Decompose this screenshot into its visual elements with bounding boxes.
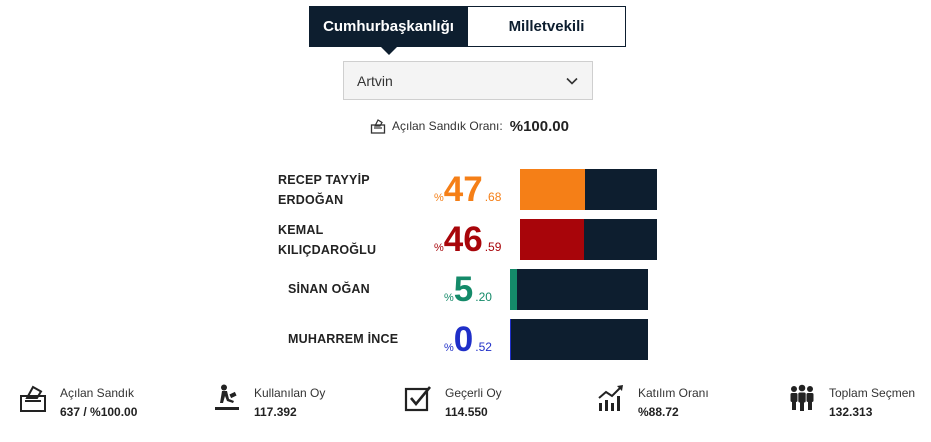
ballot-ratio-value: %100.00 xyxy=(509,117,569,135)
province-select-value: Artvin xyxy=(357,72,393,89)
candidate-row: KEMAL KILIÇDAROĞLU % 46 .59 xyxy=(0,219,931,261)
ballot-ratio-label: Açılan Sandık Oranı: xyxy=(392,119,503,133)
ballot-box-icon xyxy=(20,385,46,412)
tab-parliament[interactable]: Milletvekili xyxy=(467,7,625,46)
people-icon xyxy=(790,384,814,411)
candidate-name: MUHARREM İNCE xyxy=(288,332,399,346)
candidate-bar xyxy=(520,169,657,210)
candidate-bar xyxy=(520,219,657,260)
candidate-row: SİNAN OĞAN % 5 .20 xyxy=(0,269,931,311)
candidate-row: RECEP TAYYİP ERDOĞAN % 47 .68 xyxy=(0,169,931,211)
candidate-percentage: % 47 .68 xyxy=(434,170,502,209)
candidate-row: MUHARREM İNCE % 0 .52 xyxy=(0,319,931,361)
candidate-bar-fill xyxy=(510,269,517,310)
province-select[interactable]: Artvin xyxy=(343,61,593,100)
candidate-bar-fill xyxy=(510,319,511,360)
ballot-box-icon xyxy=(370,119,386,134)
candidate-name: SİNAN OĞAN xyxy=(288,282,370,296)
checkbox-icon xyxy=(404,386,432,412)
stat-opened-ballots: Açılan Sandık 637 / %100.00 xyxy=(18,380,137,420)
candidate-name: RECEP TAYYİP ERDOĞAN xyxy=(278,173,370,207)
stat-turnout: Katılım Oranı %88.72 xyxy=(596,380,709,420)
candidate-bar-fill xyxy=(520,219,584,260)
trend-chart-icon xyxy=(598,385,623,411)
candidate-percentage: % 5 .20 xyxy=(444,270,492,309)
election-stats: Açılan Sandık 637 / %100.00 Kullanılan O… xyxy=(0,380,931,424)
candidate-name: KEMAL KILIÇDAROĞLU xyxy=(278,223,377,257)
tab-presidential[interactable]: Cumhurbaşkanlığı xyxy=(310,7,467,46)
stat-valid-votes: Geçerli Oy 114.550 xyxy=(403,380,502,420)
candidate-bar xyxy=(510,319,648,360)
candidate-percentage: % 46 .59 xyxy=(434,220,502,259)
candidate-percentage: % 0 .52 xyxy=(444,320,492,359)
stat-used-votes: Kullanılan Oy 117.392 xyxy=(212,380,325,420)
ballot-ratio: Açılan Sandık Oranı: %100.00 xyxy=(370,116,569,136)
candidate-bar-fill xyxy=(520,169,585,210)
vote-casting-icon xyxy=(215,384,239,410)
stat-total-voters: Toplam Seçmen 132.313 xyxy=(787,380,915,420)
election-type-tabs: Cumhurbaşkanlığı Milletvekili xyxy=(309,6,626,47)
candidate-bar xyxy=(510,269,648,310)
chevron-down-icon xyxy=(566,77,578,85)
